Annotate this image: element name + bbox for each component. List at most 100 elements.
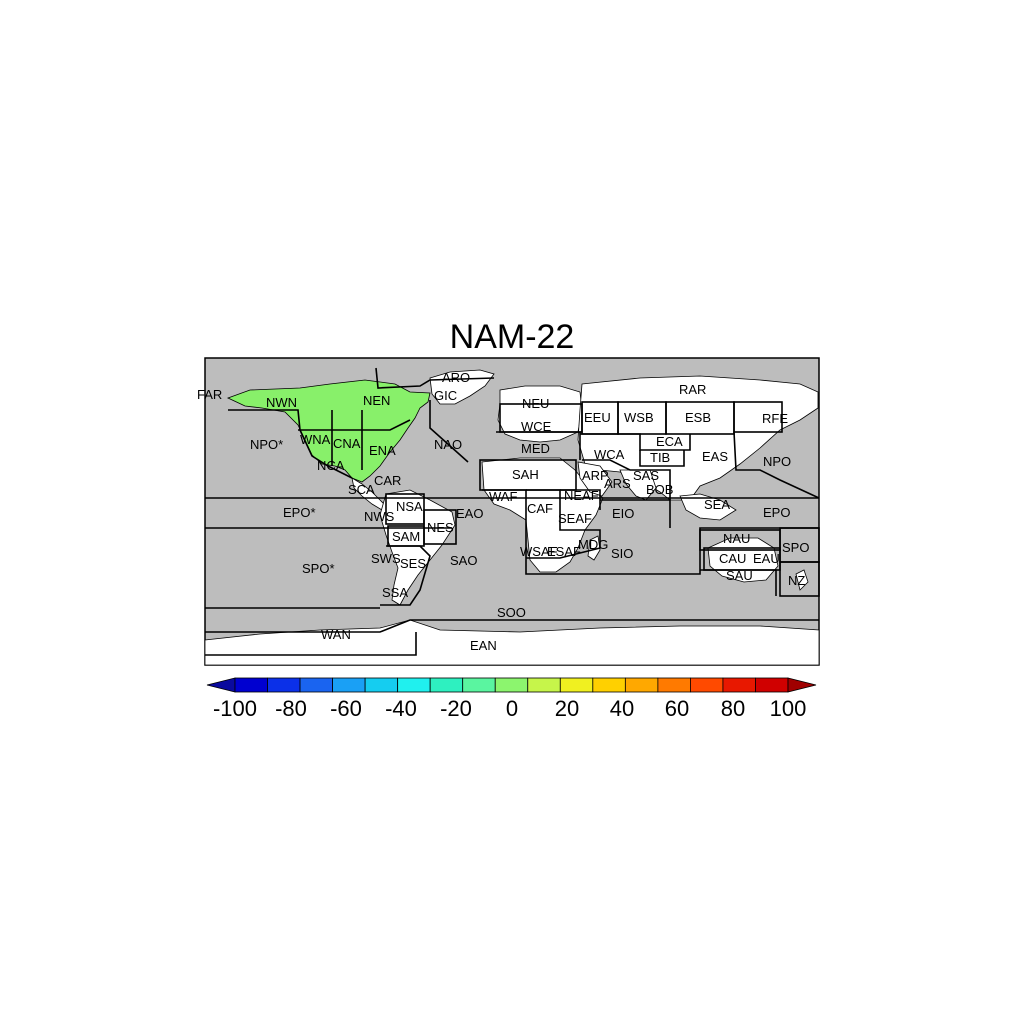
region-label: GIC bbox=[434, 388, 457, 403]
colorbar-swatch bbox=[332, 677, 366, 693]
new-zealand-land bbox=[795, 569, 809, 591]
africa-land bbox=[481, 457, 604, 573]
region-label: WSAF bbox=[520, 544, 558, 559]
madagascar-land bbox=[587, 535, 601, 561]
region-label: NEN bbox=[363, 393, 390, 408]
region-label: ARP bbox=[582, 468, 609, 483]
region-label: RFE bbox=[762, 411, 788, 426]
colorbar-left-arrow bbox=[206, 677, 236, 693]
colorbar-tick-labels: -100 -80 -60 -40 -20 0 20 40 60 80 100 bbox=[213, 696, 806, 721]
region-label: CAU bbox=[719, 551, 746, 566]
region-label: WAN bbox=[321, 627, 351, 642]
region-label: FAR bbox=[197, 387, 222, 402]
colorbar-swatch bbox=[429, 677, 464, 693]
region-label: SCA bbox=[348, 482, 375, 497]
region-label: NZ bbox=[788, 573, 805, 588]
region-label: SAH bbox=[512, 467, 539, 482]
australia-land bbox=[707, 537, 779, 583]
region-label: SSA bbox=[382, 585, 408, 600]
colorbar-swatch bbox=[397, 677, 431, 693]
colorbar-tick: -80 bbox=[275, 696, 307, 721]
region-label: MED bbox=[521, 441, 550, 456]
region-label: NAU bbox=[723, 531, 750, 546]
region-label: ARO bbox=[442, 370, 470, 385]
colorbar-swatch bbox=[559, 677, 594, 693]
colorbar-swatch bbox=[462, 677, 496, 693]
colorbar-swatch bbox=[690, 677, 724, 693]
colorbar-swatch bbox=[267, 677, 301, 693]
colorbar-swatch bbox=[722, 677, 756, 693]
region-label: NPO* bbox=[250, 437, 283, 452]
region-label: NCA bbox=[317, 458, 345, 473]
region-label: ENA bbox=[369, 443, 396, 458]
colorbar-tick: 40 bbox=[610, 696, 634, 721]
region-label: EPO bbox=[763, 505, 790, 520]
region-label: CNA bbox=[333, 436, 361, 451]
region-label: SWS bbox=[371, 551, 401, 566]
region-label: ARS bbox=[604, 476, 631, 491]
region-label: RAR bbox=[679, 382, 706, 397]
region-label: NPO bbox=[763, 454, 791, 469]
region-label: WSB bbox=[624, 410, 654, 425]
southeast-asia-land bbox=[679, 493, 737, 521]
region-label: WCE bbox=[521, 419, 552, 434]
region-label: SPO bbox=[782, 540, 809, 555]
colorbar-tick: 0 bbox=[506, 696, 518, 721]
region-label: EAO bbox=[456, 506, 483, 521]
region-label: NEU bbox=[522, 396, 549, 411]
region-labels: FAR NWN NEN ARO GIC NPO* WNA CNA ENA NCA… bbox=[197, 370, 809, 653]
region-boundaries bbox=[205, 367, 820, 656]
colorbar-tick: -40 bbox=[385, 696, 417, 721]
region-label: SAU bbox=[726, 568, 753, 583]
region-label: EIO bbox=[612, 506, 634, 521]
colorbar-swatch bbox=[494, 677, 529, 693]
region-label: EEU bbox=[584, 410, 611, 425]
colorbar-swatch bbox=[657, 677, 691, 693]
region-label: NES bbox=[427, 520, 454, 535]
region-label: BOB bbox=[646, 482, 673, 497]
colorbar-tick: 60 bbox=[665, 696, 689, 721]
region-label: TIB bbox=[650, 450, 670, 465]
colorbar-tick: -100 bbox=[213, 696, 257, 721]
region-label: NWN bbox=[266, 395, 297, 410]
region-label: ESAF bbox=[547, 544, 581, 559]
region-label: SIO bbox=[611, 546, 633, 561]
region-label: NEAF bbox=[564, 488, 599, 503]
region-label: EPO* bbox=[283, 505, 316, 520]
region-label: SOO bbox=[497, 605, 526, 620]
region-label: ESB bbox=[685, 410, 711, 425]
colorbar-tick: -20 bbox=[440, 696, 472, 721]
colorbar-swatch bbox=[527, 677, 561, 693]
colorbar-tick: 80 bbox=[721, 696, 745, 721]
colorbar-swatch bbox=[624, 677, 659, 693]
region-label: NSA bbox=[396, 499, 423, 514]
region-label: SEA bbox=[704, 497, 730, 512]
region-label: SAO bbox=[450, 553, 477, 568]
region-label: SAS bbox=[633, 468, 659, 483]
region-label: WCA bbox=[594, 447, 625, 462]
colorbar-tick: 20 bbox=[555, 696, 579, 721]
region-label: NWS bbox=[364, 509, 395, 524]
region-label: MDG bbox=[578, 537, 608, 552]
colorbar-tick: -60 bbox=[330, 696, 362, 721]
region-label: WNA bbox=[300, 432, 331, 447]
colorbar-swatch bbox=[299, 677, 333, 693]
colorbar bbox=[206, 677, 817, 693]
region-label: SES bbox=[400, 556, 426, 571]
region-label: SAM bbox=[392, 529, 420, 544]
region-label: EAU bbox=[753, 551, 780, 566]
colorbar-swatch bbox=[234, 677, 268, 693]
arabia-land bbox=[577, 461, 613, 497]
region-label: CAF bbox=[527, 501, 553, 516]
region-label: ECA bbox=[656, 434, 683, 449]
colorbar-tick: 100 bbox=[770, 696, 807, 721]
colorbar-swatch bbox=[592, 677, 626, 693]
map-title: NAM-22 bbox=[449, 318, 575, 356]
colorbar-swatch bbox=[755, 677, 789, 693]
region-label: SEAF bbox=[558, 511, 592, 526]
region-label: WAF bbox=[489, 489, 517, 504]
colorbar-right-arrow bbox=[787, 677, 817, 693]
region-label: SPO* bbox=[302, 561, 335, 576]
region-label: NAO bbox=[434, 437, 462, 452]
